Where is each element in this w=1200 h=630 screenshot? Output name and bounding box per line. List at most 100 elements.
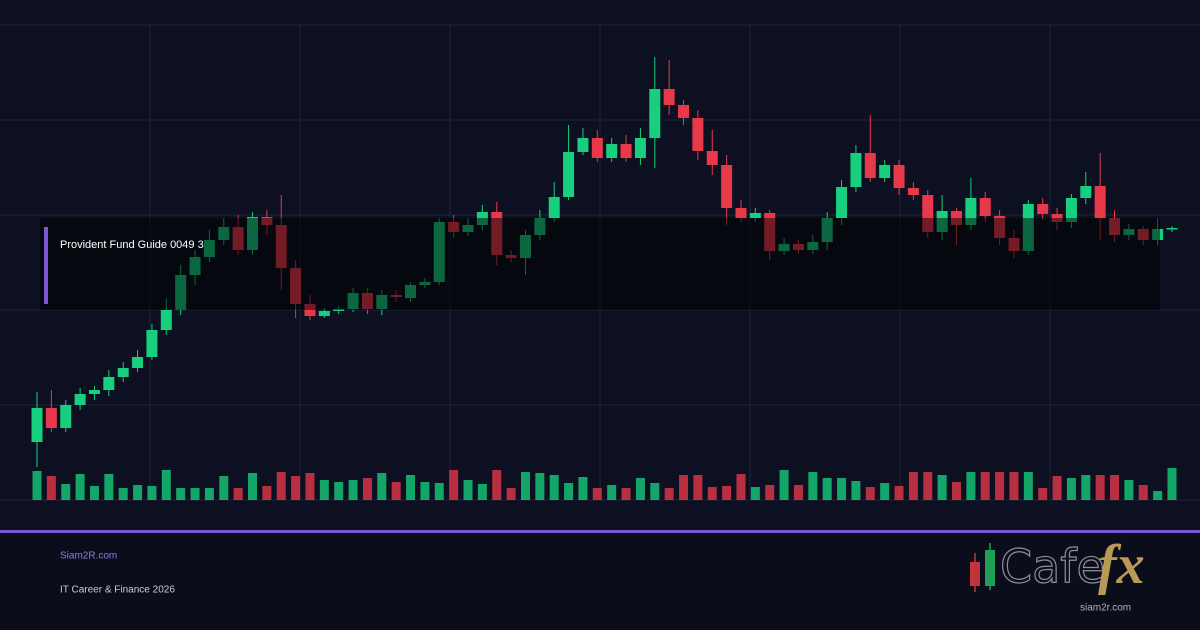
- candle-body: [1166, 228, 1178, 230]
- candle-body: [146, 330, 158, 357]
- volume-bar: [635, 478, 645, 500]
- volume-bar: [161, 470, 171, 500]
- volume-bar: [808, 472, 818, 500]
- candle-body: [1065, 198, 1077, 222]
- candle-body: [979, 198, 991, 216]
- volume-bar: [722, 486, 732, 500]
- logo-icon: [970, 562, 980, 586]
- candle-body: [663, 89, 675, 105]
- candle-body: [649, 89, 661, 138]
- volume-bar: [176, 488, 186, 500]
- volume-bar: [908, 472, 918, 500]
- volume-bar: [46, 476, 56, 500]
- volume-bar: [750, 487, 760, 500]
- volume-bar: [449, 470, 459, 500]
- volume-bar: [248, 473, 258, 500]
- volume-bar: [894, 486, 904, 500]
- volume-bar: [592, 488, 602, 500]
- candle-body: [850, 153, 862, 187]
- volume-bar: [104, 474, 114, 500]
- volume-bar: [1167, 468, 1177, 500]
- volume-bar: [233, 488, 243, 500]
- footer-background: [0, 533, 1200, 630]
- volume-bar: [190, 488, 200, 500]
- volume-bar: [420, 482, 430, 500]
- volume-bar: [75, 474, 85, 500]
- volume-bar: [118, 488, 128, 500]
- candle-body: [577, 138, 589, 152]
- candle-body: [721, 165, 733, 208]
- footer-site: Siam2R.com: [60, 551, 117, 562]
- candle-body: [922, 195, 934, 232]
- volume-bar: [406, 475, 416, 500]
- logo: Cafe fx siam2r.com: [970, 534, 1145, 614]
- candle-body: [1037, 204, 1049, 214]
- volume-bar: [837, 478, 847, 500]
- volume-bar: [291, 476, 301, 500]
- candle-body: [160, 310, 172, 330]
- volume-bar: [319, 480, 329, 500]
- candle-body: [606, 144, 618, 158]
- candle-body: [836, 187, 848, 218]
- volume-bar: [1138, 485, 1148, 500]
- volume-bar: [334, 482, 344, 500]
- volume-bar: [1081, 475, 1091, 500]
- volume-bar: [204, 488, 214, 500]
- candle-body: [45, 408, 57, 428]
- volume-bar: [219, 476, 229, 500]
- candle-body: [31, 408, 43, 442]
- volume-bar: [621, 488, 631, 500]
- volume-bar: [793, 485, 803, 500]
- candle-body: [879, 165, 891, 178]
- volume-bar: [520, 472, 530, 500]
- candle-body: [132, 357, 144, 368]
- candle-body: [318, 311, 330, 316]
- volume-bar: [779, 470, 789, 500]
- footer-tagline: IT Career & Finance 2026: [60, 585, 175, 596]
- volume-bar: [707, 487, 717, 500]
- overlay-panel: [40, 218, 1160, 310]
- volume-bar: [549, 475, 559, 500]
- candle-body: [117, 368, 129, 377]
- volume-bar: [736, 474, 746, 500]
- volume-bar: [89, 486, 99, 500]
- volume-bar: [650, 483, 660, 500]
- candle-body: [692, 118, 704, 151]
- volume-bar: [1124, 480, 1134, 500]
- volume-bar: [966, 472, 976, 500]
- volume-bar: [463, 480, 473, 500]
- divider: [0, 530, 1200, 533]
- candle-body: [74, 394, 86, 405]
- volume-bar: [362, 478, 372, 500]
- volume-bar: [276, 472, 286, 500]
- candle-body: [88, 390, 100, 394]
- candle-body: [620, 144, 632, 158]
- volume-bar: [1052, 476, 1062, 500]
- volume-bar: [923, 472, 933, 500]
- candle-body: [1080, 186, 1092, 198]
- volume-bar: [607, 485, 617, 500]
- volume-bar: [693, 475, 703, 500]
- volume-bar: [348, 480, 358, 500]
- volume-bar: [1153, 491, 1163, 500]
- volume-bar: [980, 472, 990, 500]
- volume-bar: [262, 486, 272, 500]
- candle-body: [907, 188, 919, 195]
- logo-word: Cafe: [1000, 540, 1105, 594]
- candle-body: [548, 197, 560, 218]
- volume-bar: [535, 473, 545, 500]
- volume-bar: [937, 475, 947, 500]
- volume-bar: [377, 473, 387, 500]
- volume-bars: [32, 468, 1177, 500]
- volume-bar: [664, 488, 674, 500]
- volume-bar: [1038, 488, 1048, 500]
- candle-body: [893, 165, 905, 188]
- volume-bar: [564, 483, 574, 500]
- volume-bar: [951, 482, 961, 500]
- candle-body: [706, 151, 718, 165]
- candle-body: [60, 405, 72, 428]
- volume-bar: [880, 483, 890, 500]
- overlay-accent: [44, 227, 48, 304]
